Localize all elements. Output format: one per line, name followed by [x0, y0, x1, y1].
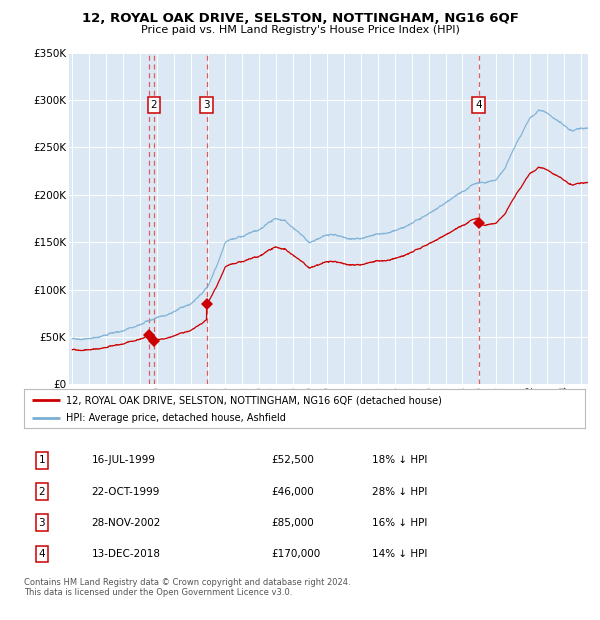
- Text: £46,000: £46,000: [271, 487, 314, 497]
- Text: 28-NOV-2002: 28-NOV-2002: [91, 518, 161, 528]
- Text: 22-OCT-1999: 22-OCT-1999: [91, 487, 160, 497]
- Text: 4: 4: [38, 549, 45, 559]
- Text: 12, ROYAL OAK DRIVE, SELSTON, NOTTINGHAM, NG16 6QF: 12, ROYAL OAK DRIVE, SELSTON, NOTTINGHAM…: [82, 12, 518, 25]
- Text: 18% ↓ HPI: 18% ↓ HPI: [372, 456, 427, 466]
- Text: 3: 3: [38, 518, 45, 528]
- Text: 3: 3: [203, 100, 210, 110]
- Text: 16-JUL-1999: 16-JUL-1999: [91, 456, 155, 466]
- Text: Price paid vs. HM Land Registry's House Price Index (HPI): Price paid vs. HM Land Registry's House …: [140, 25, 460, 35]
- Text: Contains HM Land Registry data © Crown copyright and database right 2024.
This d: Contains HM Land Registry data © Crown c…: [24, 578, 350, 597]
- Text: 4: 4: [475, 100, 482, 110]
- Text: 28% ↓ HPI: 28% ↓ HPI: [372, 487, 427, 497]
- Text: 1: 1: [38, 456, 45, 466]
- Text: 2: 2: [151, 100, 157, 110]
- Text: 16% ↓ HPI: 16% ↓ HPI: [372, 518, 427, 528]
- Text: 14% ↓ HPI: 14% ↓ HPI: [372, 549, 427, 559]
- Text: £52,500: £52,500: [271, 456, 314, 466]
- Text: HPI: Average price, detached house, Ashfield: HPI: Average price, detached house, Ashf…: [66, 413, 286, 423]
- Text: £170,000: £170,000: [271, 549, 320, 559]
- Text: 12, ROYAL OAK DRIVE, SELSTON, NOTTINGHAM, NG16 6QF (detached house): 12, ROYAL OAK DRIVE, SELSTON, NOTTINGHAM…: [66, 395, 442, 405]
- Text: £85,000: £85,000: [271, 518, 314, 528]
- Text: 2: 2: [38, 487, 45, 497]
- Text: 13-DEC-2018: 13-DEC-2018: [91, 549, 160, 559]
